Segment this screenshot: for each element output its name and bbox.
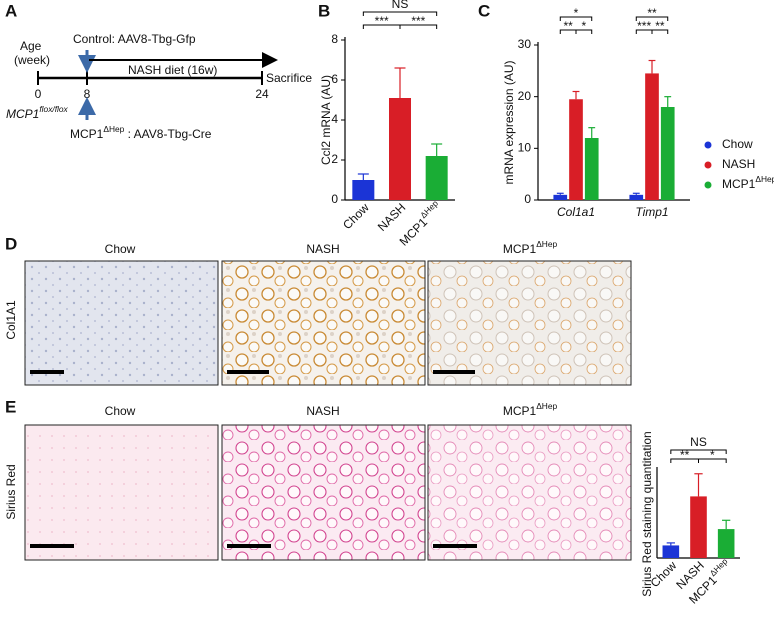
panel-label: B [318,1,330,20]
bar [629,194,644,200]
bar [425,156,448,200]
y-tick-label: 8 [331,32,338,46]
significance-label: NS [690,435,707,449]
significance-bracket [559,16,593,21]
y-axis-title: mRNA expression (AU) [502,60,516,184]
micrograph [24,260,219,386]
micrograph [221,260,426,386]
bar [645,73,659,200]
end-label: Sacrifice [266,71,312,85]
bar [690,496,707,558]
y-axis-title: Sirius Red staining quantitation [640,431,654,596]
legend-marker [704,161,712,169]
significance-bracket [399,24,438,29]
row-label: Sirius Red [4,464,18,519]
genotype-label: MCP1flox/flox [6,104,69,121]
y-tick-label: 6 [331,72,338,86]
x-tick-label: Col1a1 [557,205,595,219]
bar [352,180,375,200]
significance-bracket [635,16,669,21]
image-title: Chow [105,404,136,418]
significance-label: * [582,19,587,33]
micrograph [427,424,632,561]
y-tick-label: 4 [331,112,338,126]
significance-label: ** [647,6,657,20]
bar [553,194,568,200]
y-tick-label: 0 [331,192,338,206]
bar [389,98,411,200]
bar [584,138,599,200]
significance-label: *** [375,14,389,28]
legend-marker [704,141,712,149]
x-tick-label: Chow [340,200,372,232]
significance-bracket [651,29,669,34]
diet-label: NASH diet (16w) [128,63,217,77]
significance-label: * [710,448,715,462]
tick-label: 0 [35,87,42,101]
panel-label: E [5,397,16,416]
axis-title: (week) [14,53,50,67]
bar [569,99,583,200]
y-tick-label: 20 [518,89,532,103]
panel-label: A [5,1,17,20]
bar [717,529,735,558]
image-title: NASH [306,242,339,256]
x-tick-label: Timp1 [635,205,668,219]
significance-label: * [574,6,579,20]
micrograph [427,260,632,386]
significance-label: ** [655,19,665,33]
y-tick-label: 10 [518,141,532,155]
x-tick-label: NASH [375,200,408,233]
significance-bracket [698,458,727,463]
panel-label: D [5,234,17,253]
image-title: NASH [306,404,339,418]
legend-label: MCP1ΔHep [722,174,774,191]
legend-label: NASH [722,157,755,171]
significance-label: *** [411,14,425,28]
image-title: MCP1ΔHep [503,401,558,418]
tick-label: 8 [84,87,91,101]
significance-label: NS [392,0,409,11]
significance-bracket [362,11,438,16]
y-tick-label: 2 [331,152,338,166]
panel-label: C [478,1,490,20]
treated-label: MCP1ΔHep : AAV8-Tbg-Cre [70,124,212,141]
micrograph [24,424,219,561]
y-tick-label: 0 [524,192,531,206]
control-label: Control: AAV8-Tbg-Gfp [73,32,196,46]
y-tick-label: 30 [518,37,532,51]
image-title: Chow [105,242,136,256]
tick-label: 24 [255,87,269,101]
bar [660,107,675,200]
significance-label: *** [637,19,651,33]
y-axis-title: Ccl2 mRNA (AU) [319,75,333,165]
significance-bracket [575,29,593,34]
significance-bracket [670,449,727,454]
bar [662,545,680,558]
significance-label: ** [680,448,690,462]
legend-label: Chow [722,137,753,151]
axis-title: Age [20,39,42,53]
image-title: MCP1ΔHep [503,239,558,256]
micrograph [221,424,426,561]
timeline: Age (week) 0 8 24 Control: AAV8-Tbg-Gfp … [6,32,312,141]
legend-marker [704,181,712,189]
row-label: Col1A1 [4,300,18,340]
significance-label: ** [563,19,573,33]
